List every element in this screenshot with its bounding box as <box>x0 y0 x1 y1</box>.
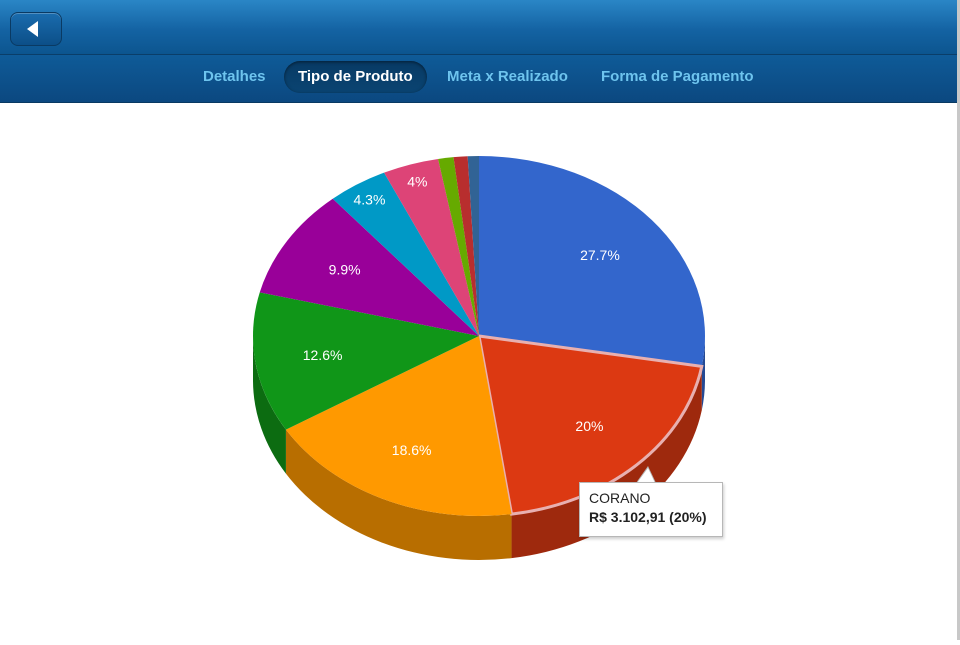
header-bar <box>0 0 957 55</box>
pie-slice-8[interactable] <box>453 156 479 336</box>
pie-slice-2[interactable] <box>285 336 512 516</box>
pie-slice-5[interactable] <box>332 172 479 336</box>
pie-slice-side-3 <box>253 336 286 474</box>
pie-slice-1[interactable] <box>477 334 704 516</box>
tab-tipo-de-produto[interactable]: Tipo de Produto <box>284 61 427 93</box>
pie-slice-label-2: 18.6% <box>392 442 432 458</box>
tab-bar: Detalhes Tipo de Produto Meta x Realizad… <box>0 55 957 103</box>
pie-slice-3[interactable] <box>253 292 479 430</box>
pie-slice-side-2 <box>285 429 512 560</box>
pie-slice-4[interactable] <box>259 198 479 336</box>
pie-slice-side-0 <box>701 336 705 411</box>
pie-slice-label-4: 9.9% <box>329 261 361 277</box>
tooltip-pointer-fill <box>637 468 655 483</box>
pie-slice-7[interactable] <box>438 157 479 336</box>
pie-slice-6[interactable] <box>384 158 479 336</box>
pie-slice-label-1: 20% <box>575 418 603 434</box>
back-button[interactable] <box>10 12 62 46</box>
back-arrow-icon <box>27 21 38 37</box>
pie-slice-0[interactable] <box>479 156 705 367</box>
pie-chart: 27.7% 20% 18.6% 12.6% 9.9% 4.3% 4% <box>253 156 705 560</box>
pie-slice-label-5: 4.3% <box>354 191 386 207</box>
chart-tooltip: CORANO R$ 3.102,91 (20%) <box>579 482 723 537</box>
chart-area: 27.7% 20% 18.6% 12.6% 9.9% 4.3% 4% <box>0 103 957 640</box>
page-title <box>360 18 600 40</box>
tab-meta-x-realizado[interactable]: Meta x Realizado <box>447 68 568 85</box>
pie-slice-side-1 <box>511 366 702 559</box>
pie-slice-label-0: 27.7% <box>580 247 620 263</box>
pie-slice-label-3: 12.6% <box>303 347 343 363</box>
tooltip-category: CORANO <box>589 490 651 506</box>
pie-slice-9[interactable] <box>467 156 479 336</box>
tab-detalhes[interactable]: Detalhes <box>203 68 266 85</box>
tooltip-value: R$ 3.102,91 (20%) <box>589 509 707 525</box>
pie-slice-label-6: 4% <box>407 174 427 190</box>
tab-forma-de-pagamento[interactable]: Forma de Pagamento <box>601 68 754 85</box>
